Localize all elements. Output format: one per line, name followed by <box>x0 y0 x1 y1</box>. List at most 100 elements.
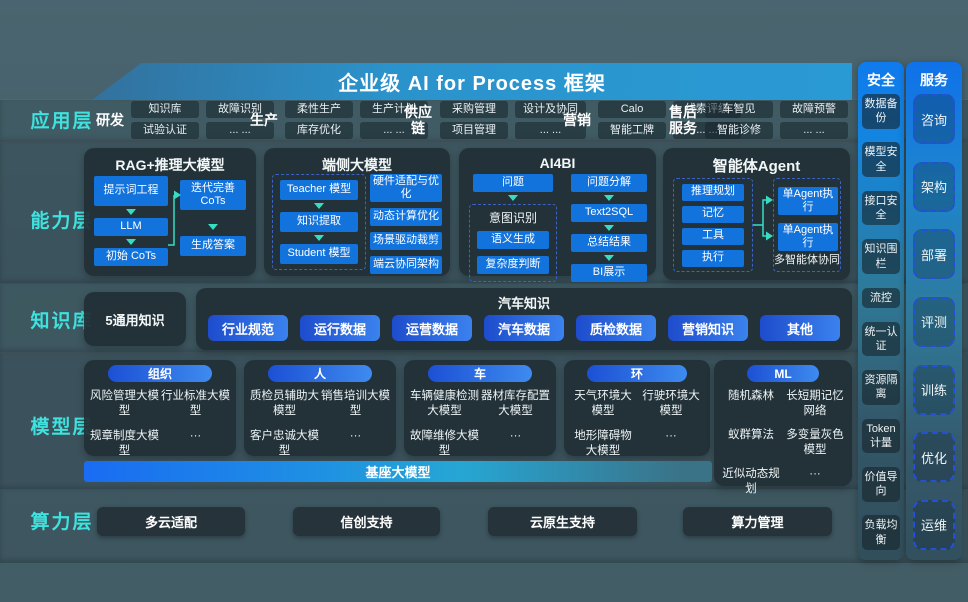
flow-box: Text2SQL <box>571 204 647 222</box>
rag-left-flow: 提示词工程 LLM 初始 CoTs <box>94 176 168 266</box>
flow-box: Student 模型 <box>280 244 358 264</box>
model-group-vehicle: 车 车辆健康检测大模型 器材库存配置大模型 故障维修大模型 ··· <box>404 360 556 457</box>
layer-label-model: 模型层 <box>30 417 94 438</box>
service-item: 运维 <box>913 499 955 550</box>
model-grid: 风险管理大模型 行业标准大模型 规章制度大模型 ··· <box>84 384 236 464</box>
intent-group: 意图识别 语义生成 复杂度判断 <box>469 204 557 282</box>
knowledge-general-label: 5通用知识 <box>105 312 165 328</box>
flow-box: 场景驱动裁剪 <box>370 232 442 250</box>
capability-card-rag: RAG+推理大模型 提示词工程 LLM 初始 CoTs 迭代完善CoTs 生成答… <box>84 148 256 276</box>
model-group-pill: 组织 <box>108 365 212 382</box>
model-group-org: 组织 风险管理大模型 行业标准大模型 规章制度大模型 ··· <box>84 360 236 457</box>
model-group-environment: 环 天气环境大模型 行驶环境大模型 地形障碍物大模型 ··· <box>564 360 710 457</box>
card-title: AI4BI <box>539 155 576 171</box>
model-group-pill: 人 <box>268 365 372 382</box>
flow-box: 推理规划 <box>682 183 744 201</box>
capability-card-edge: 端侧大模型 Teacher 模型 知识提取 Student 模型 硬件适配与优化… <box>264 148 450 276</box>
flow-box: 提示词工程 <box>94 176 168 206</box>
layer-label-application: 应用层 <box>30 111 94 132</box>
app-chip: ... ... <box>780 122 848 139</box>
arrow-down-icon <box>314 235 324 241</box>
flow-box: 迭代完善CoTs <box>180 180 246 210</box>
knowledge-auto-title: 汽车知识 <box>497 296 550 311</box>
knowledge-chip: 运营数据 <box>392 315 472 341</box>
rag-right-flow: 迭代完善CoTs 生成答案 <box>180 180 246 256</box>
compute-item-cloudnative: 云原生支持 <box>488 507 637 536</box>
service-title: 服务 <box>920 72 948 88</box>
compute-item-xinchuang: 信创支持 <box>293 507 440 536</box>
flow-box: 硬件适配与优化 <box>370 174 442 202</box>
model-item: 近似动态规划 <box>722 467 780 495</box>
layer-label-capability: 能力层 <box>30 211 94 232</box>
flow-box: 问题分解 <box>571 174 647 192</box>
flow-box: 动态计算优化 <box>370 208 442 226</box>
app-chip: ... ... <box>515 122 586 139</box>
security-item: 负载均衡 <box>862 515 900 550</box>
model-item: 器材库存配置大模型 <box>481 390 550 417</box>
model-item: 随机森林 <box>728 390 774 402</box>
app-chip: 柔性生产 <box>285 101 353 118</box>
security-item: 知识围栏 <box>862 239 900 274</box>
security-items: 数据备份 模型安全 接口安全 知识围栏 流控 统一认证 资源隔离 Token计量… <box>862 94 900 560</box>
app-group-label: 营销 <box>563 111 591 128</box>
model-item: 行业标准大模型 <box>161 390 230 417</box>
agent-modules-group: 推理规划 记忆 工具 执行 <box>673 178 753 272</box>
app-chip: ... ... <box>206 122 274 139</box>
flow-box: 总结结果 <box>571 234 647 252</box>
app-group-label: 供应链 <box>404 103 432 136</box>
security-item: Token计量 <box>862 418 900 454</box>
flow-box: 生成答案 <box>180 236 246 256</box>
model-grid: 车辆健康检测大模型 器材库存配置大模型 故障维修大模型 ··· <box>404 384 556 464</box>
model-item: ··· <box>349 429 362 442</box>
service-item: 评测 <box>913 296 955 347</box>
model-grid: 天气环境大模型 行驶环境大模型 地形障碍物大模型 ··· <box>564 384 710 464</box>
ai4bi-left-flow: 问题 意图识别 语义生成 复杂度判断 <box>469 174 557 282</box>
flow-box: 单Agent执行 <box>778 223 838 251</box>
knowledge-general-card: 5通用知识 <box>84 292 186 346</box>
arrow-down-icon <box>126 239 136 245</box>
app-chip-grid: 知识库 故障识别 试验认证 ... ... <box>131 101 274 139</box>
app-chip: 库存优化 <box>285 122 353 139</box>
app-group-supplychain: 供应链 采购管理 设计及协同 项目管理 ... ... <box>403 101 586 139</box>
flow-box: 知识提取 <box>280 212 358 232</box>
agent-executor-group: 单Agent执行 单Agent执行 多智能体协同 <box>773 178 841 272</box>
flow-box: 工具 <box>682 227 744 245</box>
model-item: 行驶环境大模型 <box>642 390 700 417</box>
card-title: 智能体Agent <box>712 158 801 175</box>
model-grid: 随机森林 长短期记忆网络 蚁群算法 多变量灰色模型 近似动态规划 ··· <box>714 384 852 502</box>
flow-box: 记忆 <box>682 205 744 223</box>
multi-agent-caption: 多智能体协同 <box>774 254 840 266</box>
knowledge-chip: 其他 <box>760 315 840 341</box>
flow-box: 问题 <box>473 174 553 192</box>
model-group-pill: ML <box>747 365 819 382</box>
model-group-people: 人 质检员辅助大模型 销售培训大模型 客户忠诚大模型 ··· <box>244 360 396 457</box>
arrow-down-icon <box>126 209 136 215</box>
app-chip: 智能诊修 <box>705 122 773 139</box>
app-chip: 故障预警 <box>780 101 848 118</box>
flow-box: 初始 CoTs <box>94 248 168 266</box>
flow-box: 执行 <box>682 249 744 267</box>
knowledge-chip: 质检数据 <box>576 315 656 341</box>
flow-box: 复杂度判断 <box>477 256 549 274</box>
compute-item-multicloud: 多云适配 <box>97 507 245 536</box>
app-chip: 故障识别 <box>206 101 274 118</box>
service-panel: 服务 咨询 架构 部署 评测 训练 优化 运维 <box>906 62 962 560</box>
model-item: 长短期记忆网络 <box>786 390 844 417</box>
app-group-label: 研发 <box>96 111 124 128</box>
model-item: 多变量灰色模型 <box>786 428 844 456</box>
model-item: 故障维修大模型 <box>410 429 479 457</box>
knowledge-auto-card: 汽车知识 行业规范 运行数据 运营数据 汽车数据 质检数据 营销知识 其他 <box>196 288 852 350</box>
app-chip: 车智见 <box>705 101 773 118</box>
app-group-production: 生产 柔性生产 生产计划 库存优化 ... ... <box>250 101 428 139</box>
flow-box: BI展示 <box>571 264 647 282</box>
app-group-aftersales: 售后服务 车智见 故障预警 智能诊修 ... ... <box>668 101 848 139</box>
model-item: ··· <box>189 429 202 442</box>
knowledge-chip: 汽车数据 <box>484 315 564 341</box>
security-item: 资源隔离 <box>862 370 900 405</box>
security-title: 安全 <box>867 72 895 88</box>
card-title: 端侧大模型 <box>322 157 392 173</box>
flow-box: 语义生成 <box>477 231 549 249</box>
app-group-rd: 研发 知识库 故障识别 试验认证 ... ... <box>96 101 274 139</box>
knowledge-chip: 行业规范 <box>208 315 288 341</box>
